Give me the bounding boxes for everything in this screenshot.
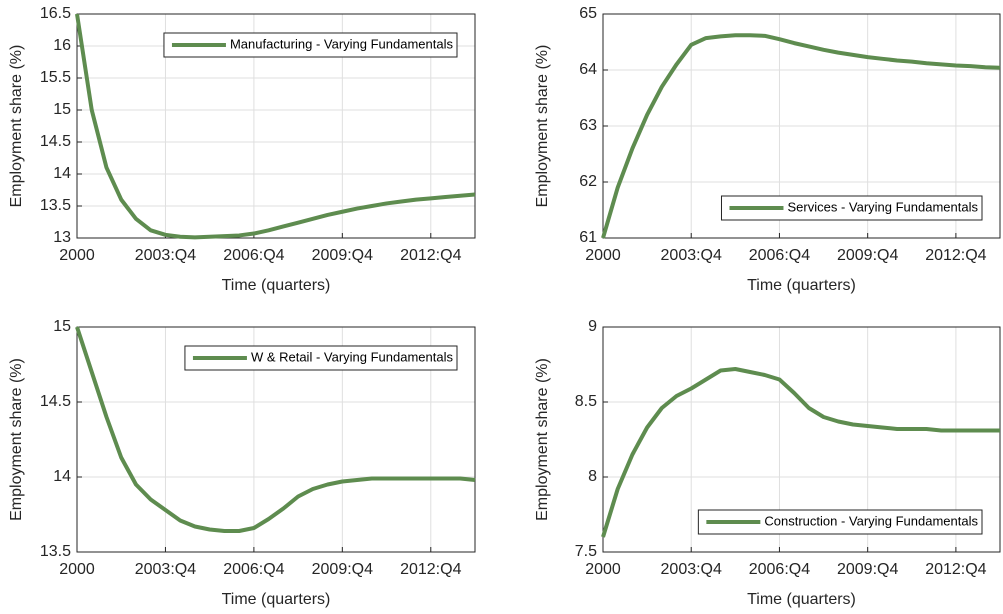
data-line — [75, 326, 476, 533]
y-tick-label: 13.5 — [40, 543, 71, 560]
y-tick-label: 14 — [53, 165, 71, 182]
x-tick-label: 2003:Q4 — [661, 247, 722, 264]
legend-label: W & Retail - Varying Fundamentals — [251, 349, 454, 364]
legend-label: Manufacturing - Varying Fundamentals — [230, 36, 454, 51]
subplot: 2000 2003:Q4 2006:Q4 2009:Q4 2012:Q4 13 13.5 14… — [8, 5, 476, 294]
legend-label: Services - Varying Fundamentals — [787, 199, 978, 214]
y-tick-label: 61 — [579, 229, 597, 246]
x-tick-label: 2012:Q4 — [925, 561, 986, 578]
legend-label: Construction - Varying Fundamentals — [764, 513, 978, 528]
x-tick-label: 2000 — [585, 247, 621, 264]
y-tick-label: 13.5 — [40, 197, 71, 214]
y-tick-label: 65 — [579, 5, 597, 22]
axes-frame — [602, 326, 1001, 553]
x-tick-label: 2012:Q4 — [400, 247, 461, 264]
legend: Services - Varying Fundamentals — [720, 195, 983, 221]
x-tick-label: 2000 — [59, 561, 95, 578]
legend: W & Retail - Varying Fundamentals — [184, 345, 458, 371]
axes-frame — [76, 326, 476, 553]
legend: Construction - Varying Fundamentals — [697, 509, 983, 535]
x-tick-label: 2000 — [585, 561, 621, 578]
x-tick-label: 2003:Q4 — [661, 561, 722, 578]
y-tick-label: 8 — [588, 468, 597, 485]
x-tick-label: 2006:Q4 — [749, 561, 810, 578]
y-tick-label: 16.5 — [40, 5, 71, 22]
x-tick-label: 2006:Q4 — [223, 561, 284, 578]
y-tick-label: 62 — [579, 173, 597, 190]
x-tick-label: 2009:Q4 — [837, 561, 898, 578]
x-tick-label: 2006:Q4 — [223, 247, 284, 264]
y-tick-label: 15 — [53, 318, 71, 335]
y-tick-label: 64 — [579, 61, 597, 78]
axes-frame — [602, 13, 1001, 239]
x-tick-label: 2003:Q4 — [135, 247, 196, 264]
y-tick-label: 14 — [53, 468, 71, 485]
y-axis-label: Employment share (%) — [8, 45, 25, 208]
legend: Manufacturing - Varying Fundamentals — [163, 32, 458, 58]
x-tick-label: 2012:Q4 — [400, 561, 461, 578]
x-tick-label: 2000 — [59, 247, 95, 264]
axes-frame — [76, 13, 476, 239]
data-line — [601, 367, 1000, 538]
x-tick-label: 2009:Q4 — [312, 561, 373, 578]
y-tick-label: 14.5 — [40, 393, 71, 410]
y-tick-label: 9 — [588, 318, 597, 335]
y-tick-label: 7.5 — [575, 543, 597, 560]
data-line — [75, 13, 476, 240]
x-axis-label: Time (quarters) — [747, 277, 856, 294]
y-tick-label: 63 — [579, 117, 597, 134]
x-tick-label: 2006:Q4 — [749, 247, 810, 264]
y-tick-label: 13 — [53, 229, 71, 246]
y-tick-label: 8.5 — [575, 393, 597, 410]
subplot: 2000 2003:Q4 2006:Q4 2009:Q4 2012:Q4 7.5 8 8.5 9… — [534, 318, 1001, 608]
x-axis-label: Time (quarters) — [222, 277, 331, 294]
y-tick-label: 15 — [53, 101, 71, 118]
y-axis-label: Employment share (%) — [534, 358, 551, 521]
y-tick-label: 14.5 — [40, 133, 71, 150]
subplot: 2000 2003:Q4 2006:Q4 2009:Q4 2012:Q4 61 62 63 64… — [534, 5, 1001, 294]
y-tick-label: 15.5 — [40, 69, 71, 86]
x-tick-label: 2009:Q4 — [837, 247, 898, 264]
x-tick-label: 2012:Q4 — [925, 247, 986, 264]
x-axis-label: Time (quarters) — [747, 591, 856, 608]
x-axis-label: Time (quarters) — [222, 591, 331, 608]
y-axis-label: Employment share (%) — [8, 358, 25, 521]
data-line — [601, 33, 1001, 239]
subplot: 2000 2003:Q4 2006:Q4 2009:Q4 2012:Q4 13.5 14 14… — [8, 318, 476, 608]
y-axis-label: Employment share (%) — [534, 45, 551, 208]
x-tick-label: 2009:Q4 — [312, 247, 373, 264]
x-tick-label: 2003:Q4 — [135, 561, 196, 578]
y-tick-label: 16 — [53, 37, 71, 54]
